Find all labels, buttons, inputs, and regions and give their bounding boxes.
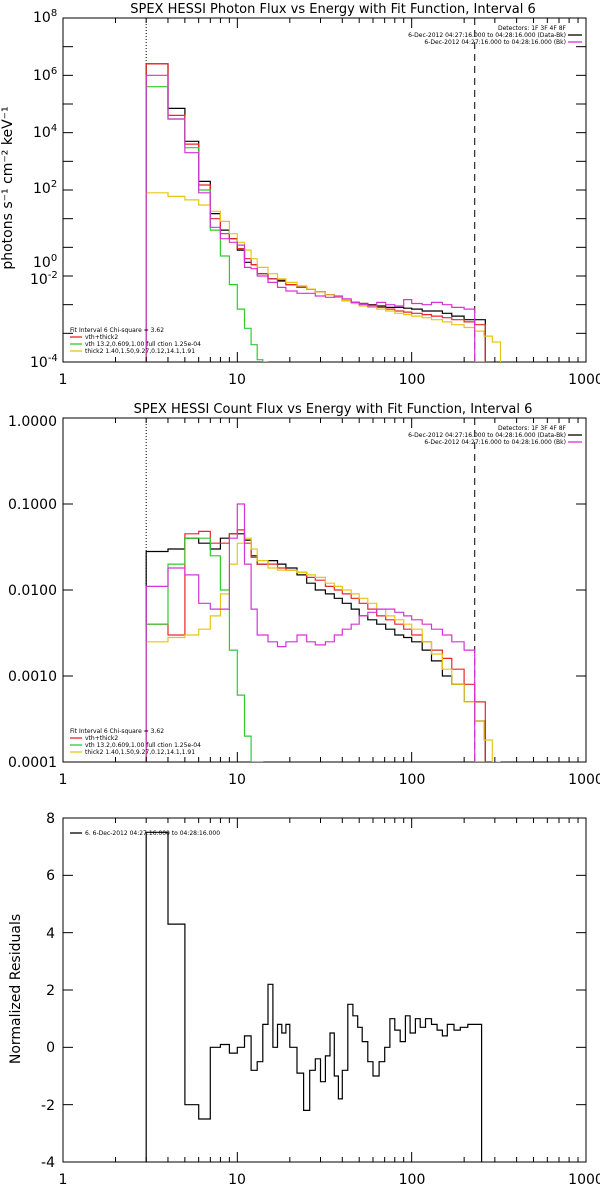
photon-flux-axis-ticks: [62, 17, 586, 363]
photon-flux-legend-bk: 6-Dec-2012 04:27:16.000 to 04:28:16.000 …: [424, 39, 566, 46]
residuals-plot-area: [145, 831, 483, 1162]
count-flux-plot-area: [145, 418, 501, 762]
count-flux-xtick-10: 10: [228, 772, 246, 788]
photon-flux-legend-data-minus-bk: 6-Dec-2012 04:27:16.000 to 04:28:16.000 …: [408, 32, 566, 39]
residuals-xtick-1000: 1000: [568, 1172, 600, 1188]
photon-flux-legend-thick2: thick2 1.40,1.50,9.27,0.12,14.1,1.91: [85, 348, 195, 355]
count-flux-legend-left: Fit Interval 6 Chi-square = 3.62 vth+thi…: [70, 728, 201, 756]
photon-flux-y-axis-label: photons s⁻¹ cm⁻² keV⁻¹: [0, 106, 16, 269]
photon-flux-legend-vth-thick2: vth+thick2: [85, 334, 118, 341]
photon-flux-legend-right: Detectors: 1F 3F 4F 8F 6-Dec-2012 04:27:…: [408, 25, 582, 46]
residuals-xticks: 1 10 100 1000: [59, 1172, 600, 1188]
residuals-legend: 6. 6-Dec-2012 04:27:16.000 to 04:28:16.0…: [70, 830, 220, 837]
photon-flux-ytick-1e-2: 10-2: [30, 270, 58, 288]
photon-flux-xtick-100: 100: [399, 372, 426, 388]
photon-flux-ytick-1e8: 108: [33, 8, 57, 26]
residuals-axis-ticks: [62, 817, 586, 1163]
photon-flux-legend-detectors: Detectors: 1F 3F 4F 8F: [498, 25, 567, 32]
photon-flux-ytick-1e2: 102: [33, 179, 57, 197]
photon-flux-xticks: 1 10 100 1000: [59, 372, 600, 388]
photon-flux-series-background: [145, 74, 486, 362]
photon-flux-ytick-1e-4: 10-4: [30, 353, 58, 371]
count-flux-ytick-0.0010: 0.0010: [8, 669, 57, 685]
photon-flux-title: SPEX HESSI Photon Flux vs Energy with Fi…: [130, 2, 536, 17]
count-flux-axis-ticks: [62, 417, 586, 763]
photon-flux-marks: [62, 17, 586, 363]
count-flux-marks: [62, 417, 586, 763]
count-flux-xtick-1000: 1000: [568, 772, 600, 788]
residuals-ytick-4: 4: [46, 926, 55, 942]
count-flux-series-thick2: [145, 537, 501, 762]
residuals-ytick-8: 8: [46, 811, 55, 827]
photon-flux-panel: SPEX HESSI Photon Flux vs Energy with Fi…: [0, 2, 600, 388]
residuals-ytick-0: 0: [46, 1040, 55, 1056]
residuals-series-observed: [145, 831, 483, 1162]
residuals-ytick--2: -2: [41, 1098, 55, 1114]
residuals-legend-label: 6. 6-Dec-2012 04:27:16.000 to 04:28:16.0…: [85, 830, 220, 837]
residuals-xtick-100: 100: [399, 1172, 426, 1188]
count-flux-series-vth: [145, 537, 264, 762]
photon-flux-legend-fit-header: Fit Interval 6 Chi-square = 3.62: [70, 327, 164, 334]
count-flux-ytick-1.0000: 1.0000: [8, 414, 57, 430]
photon-flux-xtick-1: 1: [59, 372, 68, 388]
count-flux-yticks: 0.0001 0.0010 0.0100 0.1000 1.0000: [8, 414, 57, 771]
photon-flux-yticks: 10-4 10-2 100 102 104 106 108: [30, 8, 58, 371]
count-flux-series-observed: [145, 533, 486, 762]
residuals-y-axis-label: Normalized Residuals: [8, 914, 24, 1064]
count-flux-xtick-100: 100: [399, 772, 426, 788]
count-flux-xtick-1: 1: [59, 772, 68, 788]
photon-flux-ytick-1e0: 100: [33, 253, 57, 271]
count-flux-title: SPEX HESSI Count Flux vs Energy with Fit…: [134, 402, 533, 417]
count-flux-legend-data-minus-bk: 6-Dec-2012 04:27:16.000 to 04:28:16.000 …: [408, 432, 566, 439]
photon-flux-ytick-1e6: 106: [33, 66, 57, 84]
count-flux-legend-fit-header: Fit Interval 6 Chi-square = 3.62: [70, 728, 164, 735]
count-flux-legend-vth: vth 13.2,0.609,1.00 full ction 1.25e-04: [85, 742, 201, 749]
photon-flux-xtick-1000: 1000: [568, 372, 600, 388]
residuals-xtick-10: 10: [228, 1172, 246, 1188]
residuals-panel: Normalized Residuals 1 10 100 1000 -4 -2…: [8, 811, 600, 1188]
count-flux-legend-bk: 6-Dec-2012 04:27:16.000 to 04:28:16.000 …: [424, 439, 566, 446]
photon-flux-legend-vth: vth 13.2,0.609,1.00 full ction 1.25e-04: [85, 341, 201, 348]
count-flux-series-background: [145, 503, 486, 762]
residuals-yticks: -4 -2 0 2 4 6 8: [41, 811, 55, 1171]
photon-flux-legend-left: Fit Interval 6 Chi-square = 3.62 vth+thi…: [70, 327, 201, 355]
residuals-xtick-1: 1: [59, 1172, 68, 1188]
residuals-marks: [62, 817, 586, 1163]
count-flux-ytick-0.1000: 0.1000: [8, 497, 57, 513]
count-flux-xticks: 1 10 100 1000: [59, 772, 600, 788]
count-flux-legend-thick2: thick2 1.40,1.50,9.27,0.12,14.1,1.91: [85, 749, 195, 756]
residuals-ytick-6: 6: [46, 868, 55, 884]
count-flux-ytick-0.0100: 0.0100: [8, 583, 57, 599]
residuals-ytick-2: 2: [46, 983, 55, 999]
residuals-ytick--4: -4: [41, 1155, 55, 1171]
count-flux-legend-vth-thick2: vth+thick2: [85, 735, 118, 742]
photon-flux-plot-area: [145, 18, 502, 362]
count-flux-legend-detectors: Detectors: 1F 3F 4F 8F: [498, 425, 567, 432]
count-flux-legend-right: Detectors: 1F 3F 4F 8F 6-Dec-2012 04:27:…: [408, 425, 582, 446]
count-flux-panel: SPEX HESSI Count Flux vs Energy with Fit…: [8, 402, 600, 788]
photon-flux-ytick-1e4: 104: [33, 123, 57, 141]
photon-flux-xtick-10: 10: [228, 372, 246, 388]
count-flux-ytick-0.0001: 0.0001: [8, 755, 57, 771]
